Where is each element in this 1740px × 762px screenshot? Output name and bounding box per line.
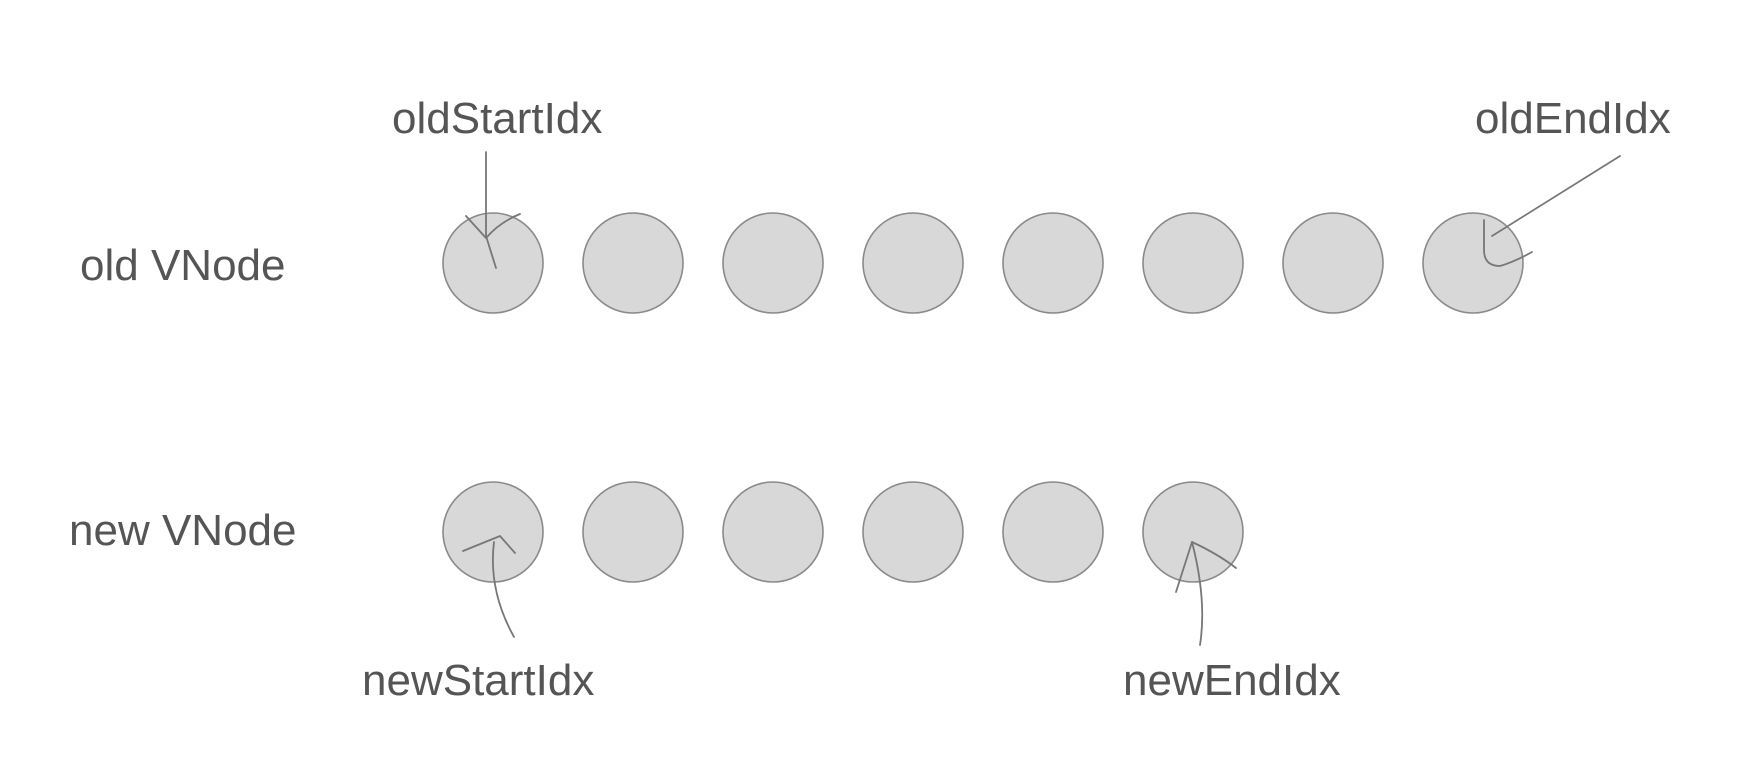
old-end-idx-label: oldEndIdx xyxy=(1475,94,1671,143)
old-vnode-node-1 xyxy=(442,212,544,314)
old-vnode-node-7 xyxy=(1282,212,1384,314)
old-vnode-node-8 xyxy=(1422,212,1524,314)
old-vnode-node-5 xyxy=(1002,212,1104,314)
old-start-idx-label: oldStartIdx xyxy=(392,94,602,143)
new-vnode-node-4 xyxy=(862,481,964,583)
new-vnode-node-2 xyxy=(582,481,684,583)
old-vnode-node-4 xyxy=(862,212,964,314)
new-vnode-label: new VNode xyxy=(69,506,296,555)
old-vnode-node-3 xyxy=(722,212,824,314)
new-vnode-node-6 xyxy=(1142,481,1244,583)
new-start-idx-arrow xyxy=(462,535,516,638)
new-vnode-node-1 xyxy=(442,481,544,583)
new-end-idx-arrow xyxy=(1175,541,1237,646)
old-vnode-node-6 xyxy=(1142,212,1244,314)
old-vnode-label: old VNode xyxy=(80,241,285,290)
old-vnode-node-2 xyxy=(582,212,684,314)
old-end-idx-arrow xyxy=(1483,155,1621,267)
new-vnode-node-5 xyxy=(1002,481,1104,583)
old-vnode-row xyxy=(442,212,1524,314)
new-vnode-node-3 xyxy=(722,481,824,583)
new-vnode-row xyxy=(442,481,1244,583)
old-start-idx-arrow xyxy=(465,151,521,269)
new-end-idx-label: newEndIdx xyxy=(1123,656,1341,705)
new-start-idx-label: newStartIdx xyxy=(362,656,594,705)
